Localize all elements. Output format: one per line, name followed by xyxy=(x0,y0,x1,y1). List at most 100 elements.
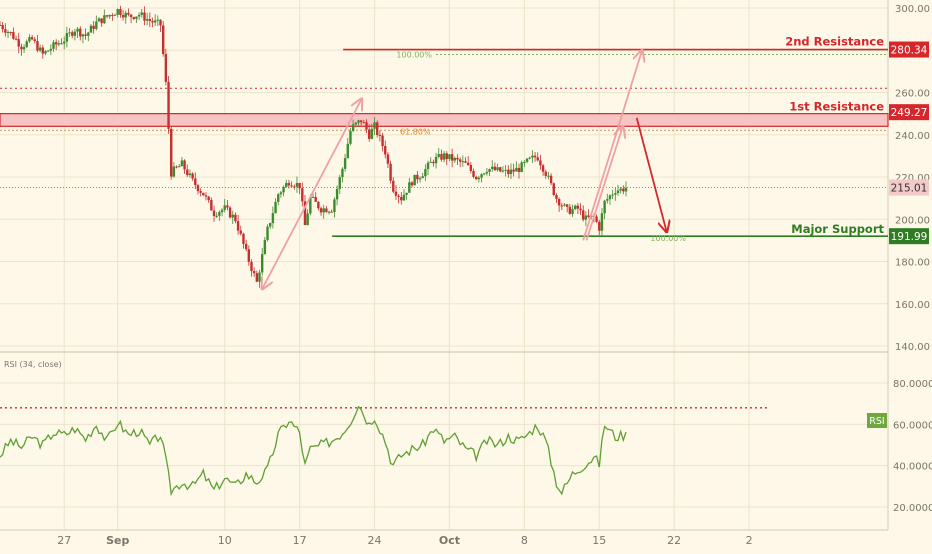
candle xyxy=(301,188,304,202)
candle xyxy=(279,192,283,195)
candle xyxy=(298,182,301,189)
price-tick-label: 160.00 xyxy=(895,300,930,311)
candle xyxy=(442,153,446,160)
candle xyxy=(571,209,574,214)
candle xyxy=(611,194,614,196)
candle xyxy=(373,122,376,129)
candle xyxy=(367,129,371,139)
resistance-band xyxy=(0,113,889,127)
candle xyxy=(319,208,323,213)
candle xyxy=(549,175,553,184)
rsi-pane[interactable]: RSI (34, close) xyxy=(0,360,770,497)
candlestick-series[interactable] xyxy=(0,5,628,288)
candle xyxy=(565,204,569,207)
candle xyxy=(71,32,74,36)
candle xyxy=(469,165,473,171)
candle xyxy=(105,15,109,17)
candle xyxy=(579,208,582,211)
candle xyxy=(408,182,411,193)
candle xyxy=(44,51,47,54)
candle xyxy=(450,154,454,161)
candle xyxy=(509,169,513,175)
candle xyxy=(116,9,119,15)
resistance-1-badge xyxy=(889,104,929,121)
candle xyxy=(188,173,192,176)
candle xyxy=(314,196,317,202)
projection-arrow xyxy=(262,99,362,289)
rsi-badge xyxy=(867,413,887,428)
candle xyxy=(523,161,526,163)
candle xyxy=(394,191,398,196)
candle xyxy=(258,272,261,282)
candle xyxy=(260,254,264,273)
candle xyxy=(100,18,103,24)
candle xyxy=(614,193,617,195)
candle xyxy=(151,21,154,23)
candle xyxy=(97,18,101,22)
candle xyxy=(20,46,23,50)
candle xyxy=(282,186,285,193)
candle xyxy=(341,168,344,178)
candle xyxy=(418,178,422,180)
grid xyxy=(0,0,889,531)
price-tick-label: 140.00 xyxy=(895,342,930,353)
time-tick-label: 17 xyxy=(293,534,307,547)
candle xyxy=(472,170,475,177)
candle xyxy=(25,41,28,48)
candle xyxy=(362,122,366,124)
price-levels xyxy=(0,48,889,237)
candle xyxy=(295,182,299,187)
candle xyxy=(359,120,363,123)
candle xyxy=(143,12,146,21)
candle xyxy=(46,50,50,52)
support-value: 191.99 xyxy=(891,231,928,243)
candle xyxy=(73,31,77,36)
candle xyxy=(277,194,280,202)
candle xyxy=(218,212,221,216)
candle xyxy=(622,188,625,192)
candle xyxy=(65,33,69,42)
candle xyxy=(517,167,521,172)
candle xyxy=(226,205,229,208)
candle xyxy=(608,195,612,200)
rsi-tick-label: 40.0000 xyxy=(893,462,932,473)
time-tick-label: Sep xyxy=(106,534,129,547)
candle xyxy=(311,196,315,198)
candle xyxy=(504,169,507,171)
candle xyxy=(60,43,63,45)
projection-arrow xyxy=(582,50,642,241)
candle xyxy=(135,16,138,19)
resistance-2-value: 280.34 xyxy=(891,45,928,57)
candle xyxy=(210,200,213,211)
candle xyxy=(103,15,106,24)
candle xyxy=(525,158,529,162)
candle xyxy=(496,167,499,171)
price-tick-label: 200.00 xyxy=(895,215,930,226)
candle xyxy=(137,14,141,17)
candle xyxy=(426,162,430,170)
candle xyxy=(22,47,26,50)
candle xyxy=(180,160,184,167)
candle xyxy=(461,161,465,163)
candle xyxy=(384,146,387,155)
candle xyxy=(170,128,173,177)
candle xyxy=(140,12,143,15)
candle xyxy=(520,162,523,172)
candle xyxy=(624,187,628,192)
resistance-1-label: 1st Resistance xyxy=(789,100,884,114)
candle xyxy=(252,271,256,274)
candle xyxy=(306,213,309,225)
candle xyxy=(89,25,93,33)
candle xyxy=(161,25,165,55)
candle xyxy=(269,222,272,227)
candle xyxy=(178,166,181,168)
candle xyxy=(199,191,202,193)
candle xyxy=(196,185,200,192)
candle xyxy=(539,160,542,166)
candle xyxy=(220,209,224,213)
candle xyxy=(501,170,505,172)
candle xyxy=(432,161,435,164)
candle xyxy=(343,158,347,169)
